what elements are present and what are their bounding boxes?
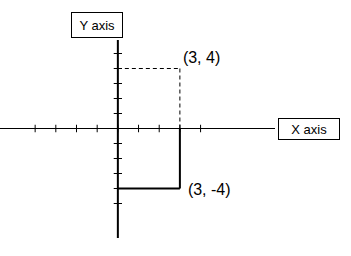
svg-text:(3, 4): (3, 4) xyxy=(183,49,220,66)
html-text:Y axis: Y axis xyxy=(79,17,115,33)
html-text:X axis: X axis xyxy=(291,121,327,137)
svg-text:(3, -4): (3, -4) xyxy=(188,181,231,198)
